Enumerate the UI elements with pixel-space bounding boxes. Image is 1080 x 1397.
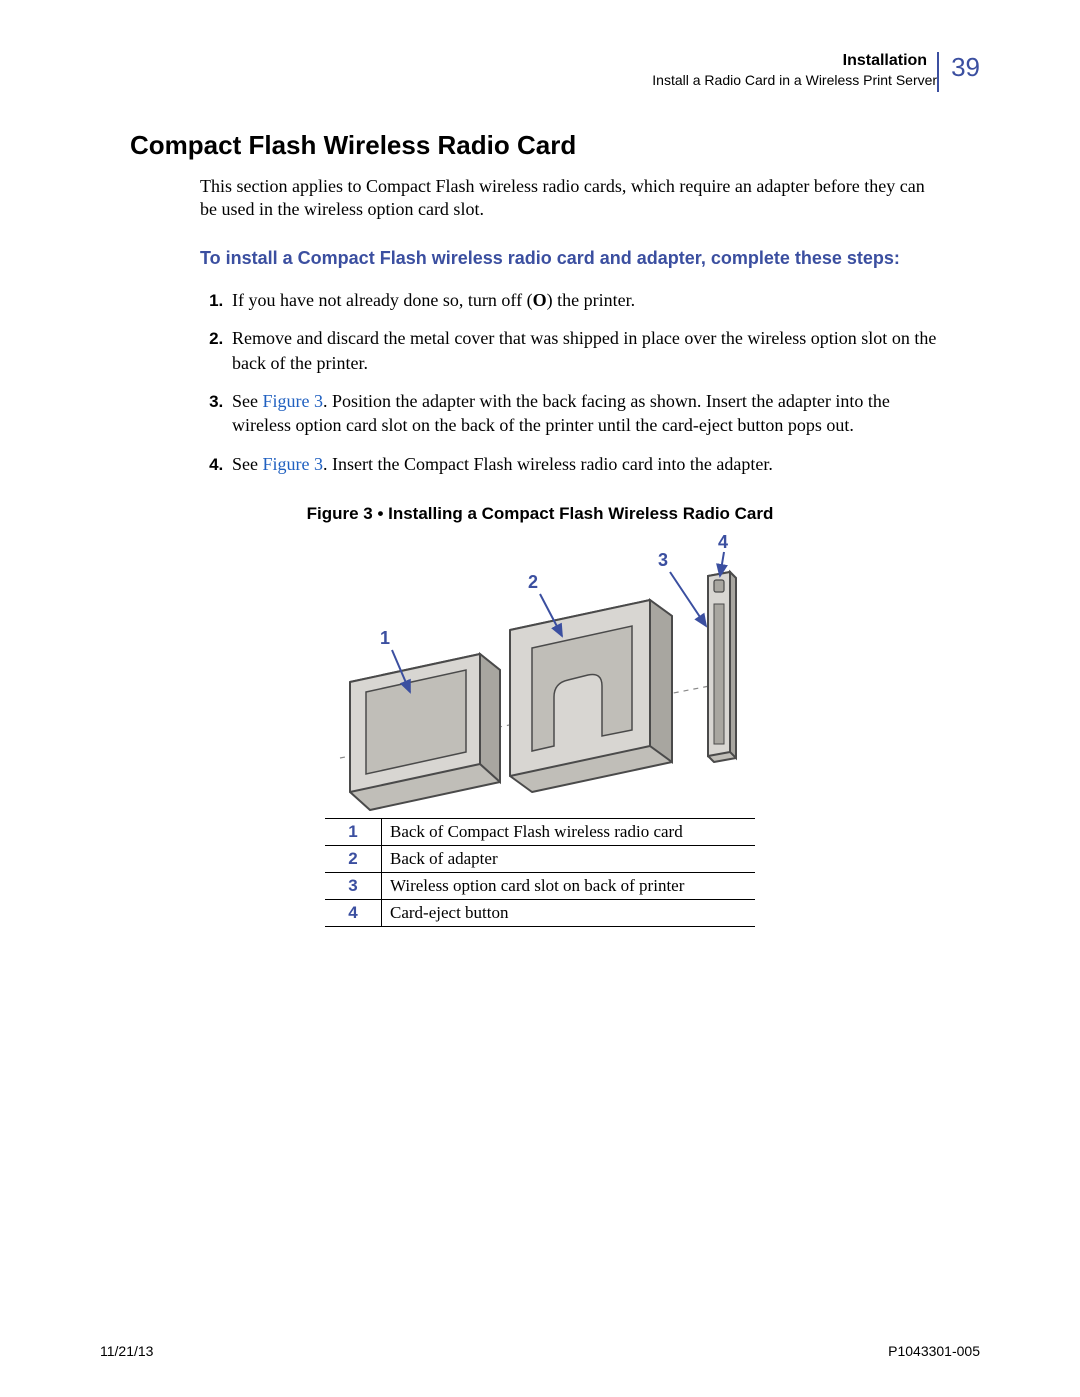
section-title: Compact Flash Wireless Radio Card xyxy=(130,130,980,161)
step-1: If you have not already done so, turn of… xyxy=(228,288,940,312)
callout-2: 2 xyxy=(528,572,538,592)
callout-4: 4 xyxy=(718,532,728,552)
intro-paragraph: This section applies to Compact Flash wi… xyxy=(200,175,940,222)
legend-num: 3 xyxy=(325,872,382,899)
table-row: 3 Wireless option card slot on back of p… xyxy=(325,872,755,899)
legend-num: 4 xyxy=(325,899,382,926)
page-number: 39 xyxy=(947,52,980,83)
legend-num: 1 xyxy=(325,818,382,845)
header-subtitle: Install a Radio Card in a Wireless Print… xyxy=(652,72,937,88)
legend-text: Back of Compact Flash wireless radio car… xyxy=(382,818,756,845)
figure-link[interactable]: Figure 3 xyxy=(263,391,324,411)
page: Installation Install a Radio Card in a W… xyxy=(0,0,1080,1397)
header-section-label: Installation xyxy=(843,52,937,70)
footer-docnum: P1043301-005 xyxy=(888,1343,980,1359)
instruction-lead: To install a Compact Flash wireless radi… xyxy=(200,246,940,270)
table-row: 1 Back of Compact Flash wireless radio c… xyxy=(325,818,755,845)
callout-1: 1 xyxy=(380,628,390,648)
callout-3: 3 xyxy=(658,550,668,570)
step-2: Remove and discard the metal cover that … xyxy=(228,326,940,375)
legend-text: Wireless option card slot on back of pri… xyxy=(382,872,756,899)
installation-diagram: 1 2 3 4 xyxy=(310,532,770,812)
page-footer: 11/21/13 P1043301-005 xyxy=(100,1343,980,1359)
step-4: See Figure 3. Insert the Compact Flash w… xyxy=(228,452,940,476)
table-row: 4 Card-eject button xyxy=(325,899,755,926)
header-divider xyxy=(937,52,939,92)
footer-date: 11/21/13 xyxy=(100,1343,153,1359)
legend-text: Back of adapter xyxy=(382,845,756,872)
legend-num: 2 xyxy=(325,845,382,872)
figure-area: 1 2 3 4 1 Back of Compact Flash wireless… xyxy=(310,532,770,927)
figure-link[interactable]: Figure 3 xyxy=(263,454,324,474)
eject-button-icon xyxy=(714,580,724,592)
steps-list: If you have not already done so, turn of… xyxy=(200,288,940,476)
figure-caption: Figure 3 • Installing a Compact Flash Wi… xyxy=(100,504,980,524)
compact-flash-card-icon xyxy=(350,654,500,810)
legend-table: 1 Back of Compact Flash wireless radio c… xyxy=(325,818,755,927)
table-row: 2 Back of adapter xyxy=(325,845,755,872)
step-3: See Figure 3. Position the adapter with … xyxy=(228,389,940,438)
slot-plate-icon xyxy=(708,572,736,762)
adapter-icon xyxy=(510,600,672,792)
legend-text: Card-eject button xyxy=(382,899,756,926)
page-header: Installation Install a Radio Card in a W… xyxy=(652,52,980,92)
